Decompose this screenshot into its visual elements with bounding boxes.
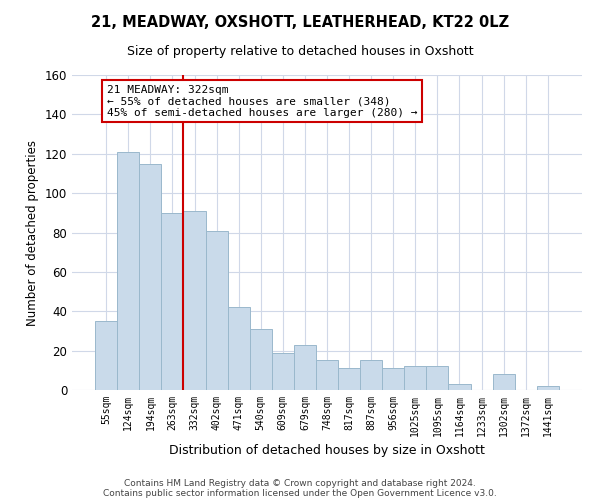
Bar — [360, 360, 382, 390]
Y-axis label: Number of detached properties: Number of detached properties — [26, 140, 39, 326]
Bar — [117, 152, 139, 390]
Bar — [227, 308, 250, 390]
Text: 21, MEADWAY, OXSHOTT, LEATHERHEAD, KT22 0LZ: 21, MEADWAY, OXSHOTT, LEATHERHEAD, KT22 … — [91, 15, 509, 30]
Text: Contains public sector information licensed under the Open Government Licence v3: Contains public sector information licen… — [103, 488, 497, 498]
Bar — [184, 211, 206, 390]
Bar — [338, 368, 360, 390]
Bar — [272, 352, 294, 390]
Text: 21 MEADWAY: 322sqm
← 55% of detached houses are smaller (348)
45% of semi-detach: 21 MEADWAY: 322sqm ← 55% of detached hou… — [107, 85, 417, 118]
Bar — [139, 164, 161, 390]
Bar — [493, 374, 515, 390]
Bar — [427, 366, 448, 390]
X-axis label: Distribution of detached houses by size in Oxshott: Distribution of detached houses by size … — [169, 444, 485, 458]
Bar — [404, 366, 427, 390]
Bar — [95, 321, 117, 390]
Bar — [537, 386, 559, 390]
Bar — [382, 368, 404, 390]
Bar — [316, 360, 338, 390]
Bar — [294, 344, 316, 390]
Text: Size of property relative to detached houses in Oxshott: Size of property relative to detached ho… — [127, 45, 473, 58]
Bar — [448, 384, 470, 390]
Bar — [206, 230, 227, 390]
Text: Contains HM Land Registry data © Crown copyright and database right 2024.: Contains HM Land Registry data © Crown c… — [124, 478, 476, 488]
Bar — [161, 213, 184, 390]
Bar — [250, 329, 272, 390]
